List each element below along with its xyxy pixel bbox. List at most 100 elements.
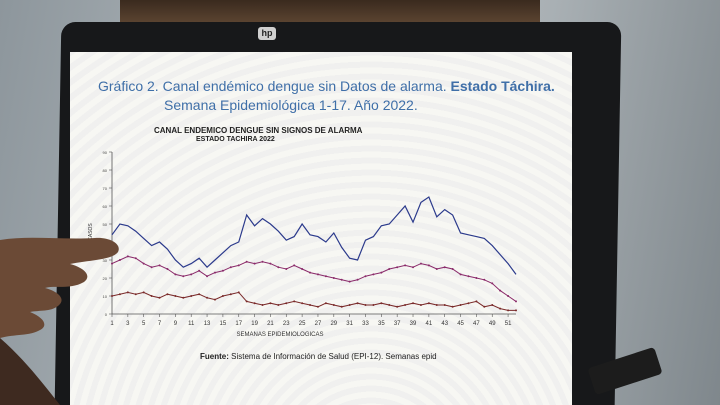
- x-tick-label: 9: [174, 321, 178, 327]
- series-2-point: [301, 268, 304, 270]
- y-axis-label: CASOS: [88, 223, 94, 241]
- series-3-point: [229, 293, 232, 296]
- series-2-point: [483, 278, 486, 281]
- x-tick-label: 47: [473, 321, 480, 327]
- series-2-point: [459, 273, 462, 276]
- series-2-point: [499, 289, 502, 292]
- series-2-point: [198, 269, 201, 272]
- y-tick-label: 20: [103, 276, 108, 281]
- wooden-shelf: [120, 0, 540, 24]
- series-3-point: [269, 302, 272, 305]
- series-3-point: [459, 304, 462, 306]
- series-2-point: [364, 275, 367, 278]
- pointing-hand: [0, 237, 119, 405]
- series-3-point: [277, 304, 280, 306]
- chart-svg: 0102030405060708090135791113151719212325…: [88, 150, 517, 338]
- series-2-point: [380, 271, 383, 274]
- series-3-point: [467, 302, 470, 305]
- x-tick-label: 25: [299, 321, 306, 327]
- series-3-point: [340, 305, 343, 308]
- series-3-point: [182, 296, 185, 299]
- series-2-point: [269, 262, 272, 265]
- series-3-point: [491, 304, 494, 306]
- x-tick-label: 27: [315, 321, 322, 327]
- series-2-point: [237, 264, 240, 267]
- chart-axes: 0102030405060708090135791113151719212325…: [103, 150, 516, 327]
- series-3-point: [372, 304, 375, 306]
- slide-title-line2: Semana Epidemiológica 1-17. Año 2022.: [164, 97, 418, 113]
- chart-plot: [111, 196, 517, 312]
- monitor-screen: Gráfico 2. Canal endémico dengue sin Dat…: [70, 52, 572, 405]
- y-tick-label: 0: [105, 312, 108, 317]
- series-3-point: [206, 296, 209, 299]
- x-tick-label: 49: [489, 321, 496, 327]
- series-2-point: [340, 278, 343, 281]
- series-3-point: [245, 300, 248, 303]
- series-2-point: [316, 273, 319, 276]
- y-tick-label: 60: [103, 204, 108, 209]
- x-tick-label: 15: [220, 321, 227, 327]
- series-3-point: [364, 304, 367, 306]
- series-2-point: [388, 268, 391, 270]
- x-axis-label: SEMANAS EPIDEMIOLOGICAS: [236, 332, 323, 338]
- series-3-point: [134, 293, 137, 296]
- source-label: Fuente:: [200, 352, 229, 361]
- slide-title-line1: Gráfico 2. Canal endémico dengue sin Dat…: [98, 78, 568, 94]
- x-tick-label: 17: [235, 321, 242, 327]
- series-line-3: [111, 291, 516, 311]
- series-line-2: [111, 255, 517, 302]
- series-3-point: [166, 293, 169, 296]
- series-2-point: [126, 255, 129, 258]
- series-2-point: [111, 262, 113, 265]
- series-2-point: [309, 271, 312, 274]
- series-2-point: [190, 273, 193, 276]
- series-3-point: [515, 309, 517, 312]
- y-tick-label: 30: [103, 258, 108, 263]
- series-2-point: [475, 277, 478, 279]
- series-2-point: [245, 260, 248, 263]
- series-2-point: [348, 280, 351, 283]
- series-3-point: [213, 298, 216, 301]
- series-3-point: [118, 293, 121, 296]
- x-tick-label: 1: [110, 321, 114, 327]
- series-3-point: [150, 295, 153, 297]
- series-2-point: [427, 264, 430, 267]
- series-2-point: [150, 266, 153, 269]
- series-2-point: [435, 268, 438, 270]
- chart-title: CANAL ENDEMICO DENGUE SIN SIGNOS DE ALAR…: [154, 126, 363, 135]
- series-3-point: [412, 302, 415, 305]
- x-tick-label: 23: [283, 321, 290, 327]
- series-2-point: [404, 264, 407, 267]
- series-2-point: [491, 282, 494, 285]
- x-tick-label: 11: [188, 321, 195, 327]
- x-tick-label: 37: [394, 321, 401, 327]
- arm-shadow: [0, 338, 60, 405]
- series-3-point: [158, 296, 161, 299]
- series-2-point: [443, 266, 446, 269]
- series-2-point: [261, 260, 264, 263]
- series-3-point: [253, 302, 256, 305]
- series-2-point: [134, 257, 137, 260]
- series-line-1: [111, 196, 517, 275]
- x-tick-label: 19: [251, 321, 258, 327]
- series-3-point: [237, 291, 240, 294]
- x-tick-label: 45: [457, 321, 464, 327]
- series-3-point: [126, 291, 129, 294]
- series-2-point: [507, 295, 510, 297]
- series-2-point: [142, 262, 145, 265]
- series-2-point: [419, 262, 422, 265]
- series-3-point: [190, 295, 193, 297]
- hp-logo: hp: [258, 27, 276, 40]
- series-2-point: [118, 259, 121, 261]
- series-2-point: [213, 271, 216, 274]
- series-3-point: [483, 305, 486, 308]
- y-tick-label: 50: [103, 222, 108, 227]
- slide-title-bold: Estado Táchira.: [450, 78, 555, 94]
- series-2-point: [229, 266, 232, 269]
- source-note: Fuente: Sistema de Información de Salud …: [200, 352, 437, 361]
- series-2-point: [285, 268, 288, 270]
- x-tick-label: 5: [142, 321, 146, 327]
- series-3-point: [324, 302, 327, 305]
- chart-subtitle: ESTADO TACHIRA 2022: [196, 136, 275, 143]
- series-3-point: [293, 300, 296, 303]
